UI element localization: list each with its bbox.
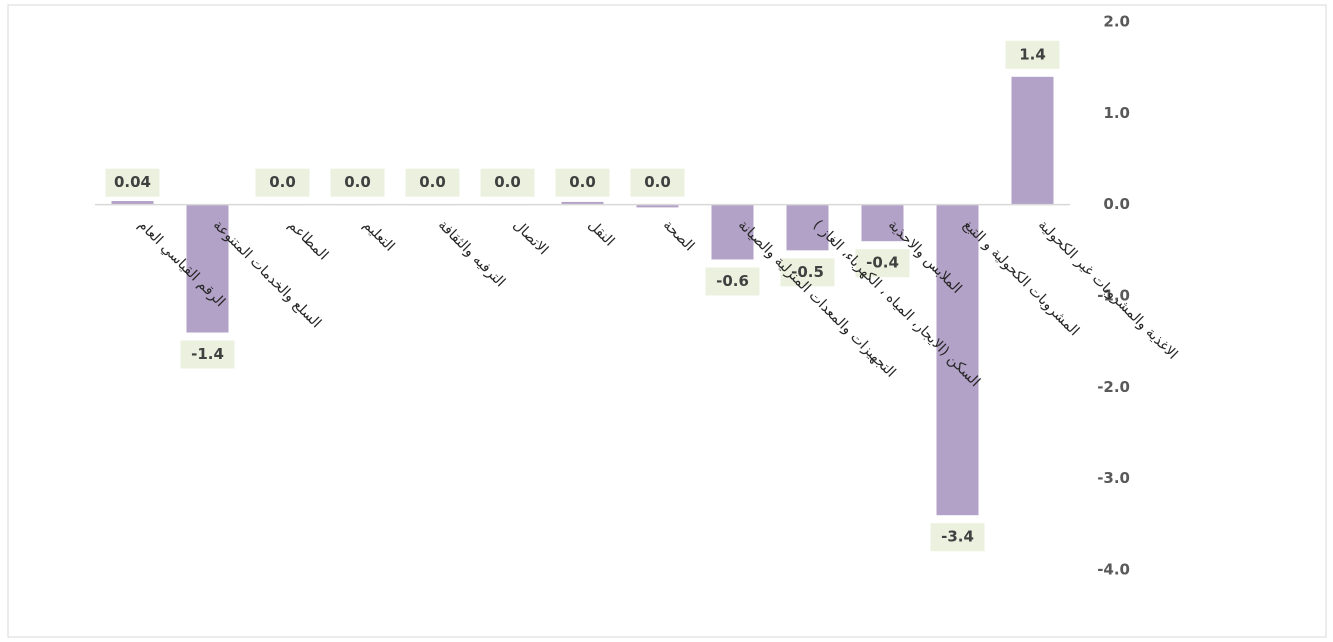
data-label-bg [330, 168, 385, 197]
data-label: 0.0 [644, 173, 671, 191]
data-label: 1.4 [1019, 45, 1046, 63]
data-label-bg [405, 168, 460, 197]
data-label: -0.4 [866, 254, 899, 272]
bar [861, 204, 904, 242]
y-tick-label: 0.0 [1103, 195, 1130, 213]
y-tick-label: -3.0 [1097, 469, 1130, 487]
data-label: 0.0 [344, 173, 371, 191]
data-label: 0.0 [419, 173, 446, 191]
data-label-bg [705, 267, 760, 296]
data-label-bg [105, 168, 160, 197]
data-label-bg [1005, 40, 1060, 69]
data-label-bg [255, 168, 310, 197]
bar [111, 201, 154, 205]
data-label-bg [855, 249, 910, 278]
data-label-bg [480, 168, 535, 197]
y-tick-label: -1.0 [1097, 287, 1130, 305]
y-tick-label: 1.0 [1103, 104, 1130, 122]
data-label-bg [780, 258, 835, 287]
bar [636, 204, 679, 208]
data-label: 0.0 [269, 173, 296, 191]
bar [1011, 76, 1054, 205]
y-tick-label: 2.0 [1103, 13, 1130, 31]
data-label-bg [180, 340, 235, 369]
bar [936, 204, 979, 516]
bar [561, 201, 604, 205]
y-tick-label: -2.0 [1097, 378, 1130, 396]
data-label-bg [555, 168, 610, 197]
y-tick-label: -4.0 [1097, 561, 1130, 579]
bar [186, 204, 229, 333]
data-label: 0.0 [494, 173, 521, 191]
data-label-bg [930, 523, 985, 552]
data-label: -3.4 [941, 528, 974, 546]
data-label-bg [630, 168, 685, 197]
data-label: -0.6 [716, 272, 749, 290]
bar [786, 204, 829, 251]
data-label: 0.0 [569, 173, 596, 191]
bar [711, 204, 754, 260]
data-label: -0.5 [791, 263, 824, 281]
data-label: -1.4 [191, 345, 224, 363]
data-label: 0.04 [114, 173, 151, 191]
